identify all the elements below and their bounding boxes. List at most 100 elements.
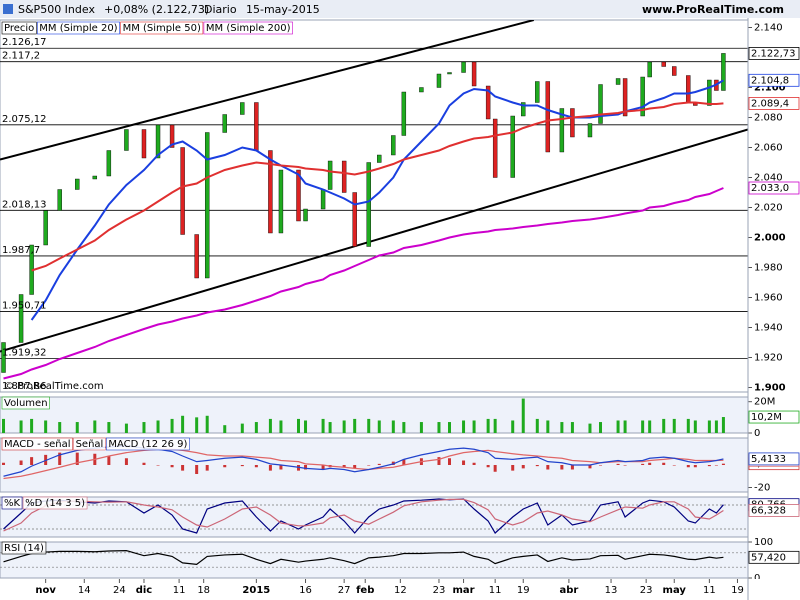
candle xyxy=(707,79,712,106)
bar xyxy=(419,422,423,433)
bar xyxy=(240,465,244,467)
legend-item: MM (Simple 50) xyxy=(120,21,204,35)
bar xyxy=(205,465,209,471)
x-tick-label: may xyxy=(663,585,687,596)
panel-background xyxy=(0,19,749,393)
candle xyxy=(169,124,175,148)
candle xyxy=(57,189,62,211)
bar xyxy=(486,465,490,468)
bar xyxy=(195,465,199,474)
candle xyxy=(672,66,677,76)
bar xyxy=(2,418,6,433)
bar xyxy=(142,462,146,465)
bar xyxy=(588,423,592,433)
y-tick-label: 1.900 xyxy=(754,383,786,394)
bar xyxy=(353,418,357,433)
x-tick-label: 19 xyxy=(517,585,530,596)
y-tick-label: 2.000 xyxy=(754,233,786,244)
bar xyxy=(560,422,564,433)
legend-label: MM (Simple 20) xyxy=(39,23,117,34)
y-tick-label: 1.920 xyxy=(754,353,783,364)
x-tick-label: 2015 xyxy=(242,585,270,596)
legend-label: %D (14 3 5) xyxy=(25,498,85,509)
candle xyxy=(18,294,24,343)
bar xyxy=(662,418,666,433)
bar xyxy=(535,418,539,433)
bar xyxy=(223,425,227,433)
panel-plot xyxy=(0,498,748,534)
x-tick-label: 11 xyxy=(489,585,502,596)
bar xyxy=(462,460,466,465)
reference-label: 1.919,32 xyxy=(2,348,47,359)
candle xyxy=(296,169,301,222)
bar xyxy=(223,465,227,468)
period: Diario xyxy=(204,3,237,16)
bar xyxy=(205,415,209,433)
x-axis-band xyxy=(0,579,800,600)
bar xyxy=(30,457,34,465)
x-tick-label: nov xyxy=(35,585,56,596)
bar xyxy=(486,418,490,433)
bar xyxy=(721,417,725,433)
bar xyxy=(254,465,258,468)
candle xyxy=(204,132,210,279)
bar xyxy=(493,465,497,472)
bar xyxy=(599,465,603,466)
bar xyxy=(448,422,452,433)
reference-label: 1.887,86 xyxy=(2,381,47,392)
legend-box xyxy=(1,21,37,35)
last-value-label: 5,4133 xyxy=(751,454,786,465)
bar xyxy=(560,465,564,470)
watermark: © ProRealTime.com xyxy=(4,381,104,392)
x-tick-label: feb xyxy=(356,585,374,596)
candle xyxy=(155,124,161,159)
title: S&P500 Index xyxy=(18,3,95,16)
bar xyxy=(402,459,406,465)
bar xyxy=(623,420,627,433)
candle xyxy=(194,234,199,279)
candle xyxy=(510,115,515,178)
reference-label: 2.018,13 xyxy=(2,199,47,210)
bar xyxy=(511,465,515,471)
bar xyxy=(693,465,697,468)
bar xyxy=(648,420,652,433)
bar xyxy=(254,422,258,433)
bar xyxy=(570,465,574,470)
reference-label: 2.126,17 xyxy=(2,37,47,48)
x-tick-label: 11 xyxy=(173,585,186,596)
candle xyxy=(377,154,382,163)
bar xyxy=(342,420,346,433)
bar xyxy=(304,420,308,433)
last-value-label: 66,328 xyxy=(751,505,786,516)
bar xyxy=(570,422,574,433)
legend-box xyxy=(203,21,293,35)
last-value-box xyxy=(748,73,800,87)
x-tick-label: 19 xyxy=(731,585,744,596)
candle xyxy=(1,342,6,373)
y-tick-label: 20M xyxy=(754,397,775,408)
candle xyxy=(587,123,593,138)
candle xyxy=(352,192,357,247)
y-tick-label: 2.040 xyxy=(754,173,783,184)
legend-box xyxy=(36,21,120,35)
bar xyxy=(672,418,676,433)
last-value-box xyxy=(748,181,800,195)
bar xyxy=(546,420,550,433)
last-value-label: 2.122,73 xyxy=(751,48,796,59)
date: 15-may-2015 xyxy=(246,3,320,16)
candle xyxy=(92,175,98,180)
legend-label: MACD (12 26 9) xyxy=(108,439,187,450)
y-tick-label: 2.060 xyxy=(754,143,783,154)
legend-box xyxy=(1,437,73,451)
bar xyxy=(462,420,466,433)
candle xyxy=(447,72,452,75)
legend-label: MM (Simple 200) xyxy=(206,23,291,34)
legend-box xyxy=(22,496,88,510)
candle xyxy=(124,129,129,151)
bar xyxy=(672,465,676,466)
bar xyxy=(58,422,62,433)
bar xyxy=(648,462,652,465)
legend-label: MM (Simple 50) xyxy=(123,23,201,34)
x-tick-label: abr xyxy=(559,585,578,596)
